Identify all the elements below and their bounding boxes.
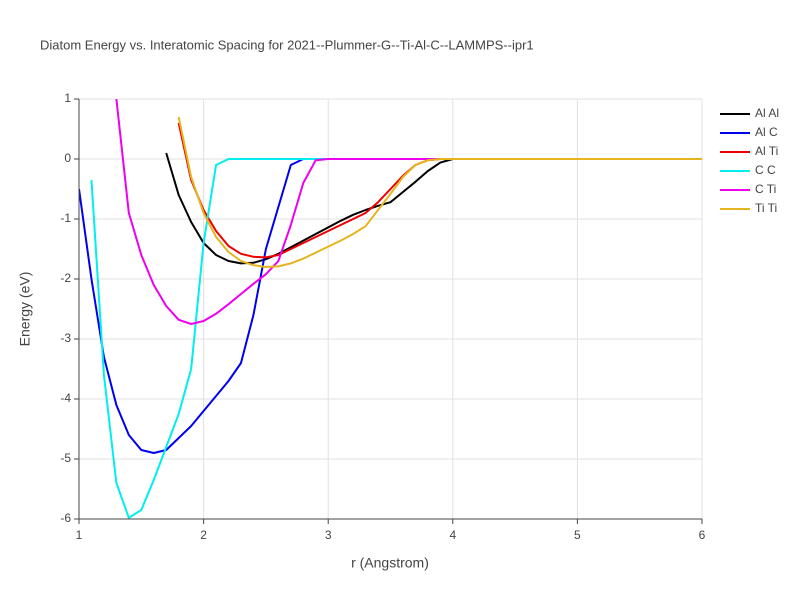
y-tick-label: -4: [60, 391, 71, 405]
y-tick-label: -5: [60, 451, 71, 465]
grid: [78, 98, 703, 520]
legend-label: Al Al: [755, 106, 779, 120]
x-tick-label: 5: [574, 528, 581, 542]
legend-label: C C: [755, 163, 776, 177]
y-tick-label: -3: [60, 331, 71, 345]
x-tick-label: 2: [200, 528, 207, 542]
data-line: [115, 99, 702, 325]
y-tick-label: -1: [60, 211, 71, 225]
y-tick-label: -2: [60, 271, 71, 285]
x-tick-label: 3: [325, 528, 332, 542]
x-axis-label: r (Angstrom): [351, 555, 429, 571]
y-axis-label: Energy (eV): [17, 272, 33, 347]
data-line: [177, 116, 702, 268]
legend-label: C Ti: [755, 182, 776, 196]
data-line: [165, 152, 702, 265]
x-tick-label: 4: [449, 528, 456, 542]
legend-label: Ti Ti: [755, 201, 777, 215]
x-tick-label: 1: [76, 528, 83, 542]
y-tick-label: -6: [60, 511, 71, 525]
plot-area: [79, 99, 702, 519]
data-line: [90, 158, 702, 519]
y-tick-label: 1: [64, 91, 71, 105]
y-tick-label: 0: [64, 151, 71, 165]
chart-title: Diatom Energy vs. Interatomic Spacing fo…: [40, 37, 534, 52]
legend-label: Al C: [755, 125, 778, 139]
legend-label: Al Ti: [755, 144, 778, 158]
data-line: [177, 122, 702, 259]
x-tick-label: 6: [699, 528, 706, 542]
